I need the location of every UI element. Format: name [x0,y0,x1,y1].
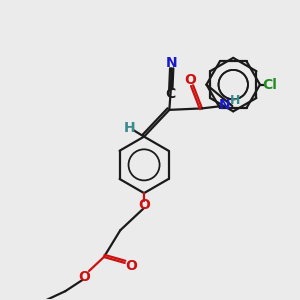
Text: O: O [138,198,150,212]
Text: N: N [166,56,178,70]
Text: Cl: Cl [262,78,277,92]
Text: O: O [78,270,90,284]
Text: C: C [166,86,176,100]
Text: H: H [123,121,135,135]
Text: H: H [230,94,240,106]
Text: O: O [184,73,196,87]
Text: O: O [125,259,137,273]
Text: N: N [218,98,230,112]
